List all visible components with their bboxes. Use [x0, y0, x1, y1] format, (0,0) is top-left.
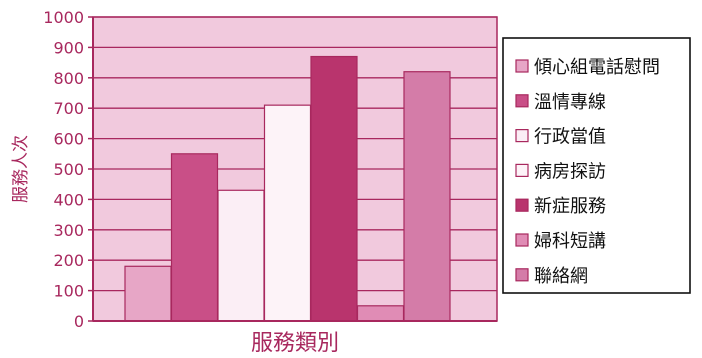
ytick-label-9: 900: [53, 38, 84, 57]
x-axis-title: 服務類別: [251, 331, 339, 356]
ytick-label-7: 700: [53, 99, 84, 118]
legend-label-2: 溫情專線: [534, 92, 606, 113]
legend-label-4: 病房探訪: [534, 161, 606, 182]
y-axis-title: 服務人次: [11, 135, 31, 203]
ytick-label-6: 600: [53, 130, 84, 149]
legend: [502, 37, 691, 294]
ytick-label-3: 300: [53, 221, 84, 240]
bar-3: [217, 189, 265, 322]
ytick-label-0: 0: [74, 312, 84, 331]
legend-label-7: 聯絡網: [534, 266, 588, 287]
legend-label-3: 行政當值: [534, 127, 606, 148]
legend-swatch-7: [515, 268, 529, 282]
ytick-label-4: 400: [53, 190, 84, 209]
ytick-label-8: 800: [53, 69, 84, 88]
ytick-label-1: 100: [53, 282, 84, 301]
bar-5: [310, 55, 358, 322]
legend-label-1: 傾心組電話慰問: [534, 57, 660, 78]
legend-swatch-3: [515, 129, 529, 143]
ytick-label-2: 200: [53, 251, 84, 270]
ytick-label-5: 500: [53, 160, 84, 179]
legend-swatch-5: [515, 198, 529, 212]
legend-swatch-4: [515, 163, 529, 177]
bar-7: [403, 71, 451, 322]
legend-swatch-6: [515, 233, 529, 247]
ytick-label-10: 1000: [43, 8, 84, 27]
bar-6: [356, 305, 405, 322]
bar-2: [170, 153, 219, 322]
bar-4: [263, 104, 312, 322]
legend-swatch-2: [515, 94, 529, 108]
bar-1: [124, 265, 172, 322]
legend-label-5: 新症服務: [534, 196, 606, 217]
legend-swatch-1: [515, 59, 529, 73]
legend-label-6: 婦科短講: [534, 231, 606, 252]
